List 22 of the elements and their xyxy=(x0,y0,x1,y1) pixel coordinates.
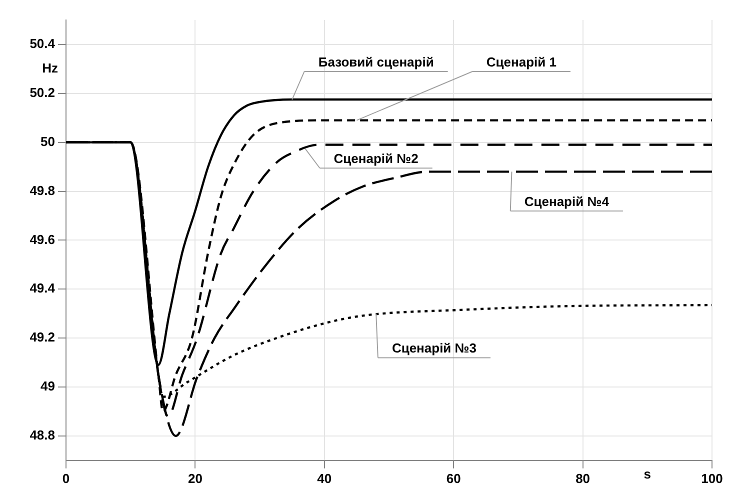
x-tick-label: 40 xyxy=(317,470,332,486)
x-axis-title: s xyxy=(644,466,652,482)
y-tick-label: 49.6 xyxy=(30,232,55,247)
y-tick-label: 49.4 xyxy=(30,280,56,296)
x-tick-label: 80 xyxy=(576,470,590,486)
y-tick-label: 48.8 xyxy=(30,428,55,443)
x-tick-label: 100 xyxy=(701,470,723,486)
y-tick-label: 49.8 xyxy=(30,182,55,198)
y-tick-label: 50.2 xyxy=(30,84,55,100)
text: Сценарій №3 xyxy=(392,340,477,356)
text: Базовий сценарій xyxy=(318,54,434,70)
y-tick-label: 50.4 xyxy=(30,36,56,52)
y-tick-label: 49 xyxy=(40,378,55,394)
series-label: Сценарій №4 xyxy=(524,194,610,209)
y-axis-title: Hz xyxy=(42,60,58,76)
series-label: Сценарій №2 xyxy=(334,151,418,166)
text: Сценарій 1 xyxy=(486,54,556,70)
y-tick-label: 50 xyxy=(40,134,55,149)
x-tick-label: 60 xyxy=(446,470,461,486)
x-tick-label: 20 xyxy=(188,470,202,486)
x-tick-label: 0 xyxy=(62,470,70,486)
y-tick-label: 49.2 xyxy=(30,330,55,345)
